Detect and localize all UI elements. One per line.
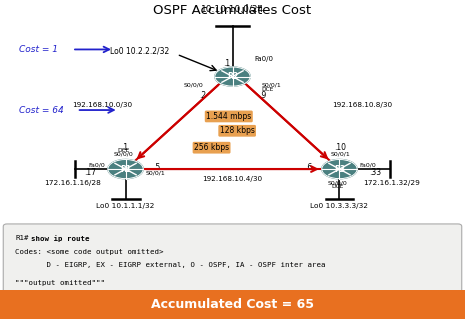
Text: DCE: DCE bbox=[331, 184, 343, 189]
Text: DCE: DCE bbox=[261, 87, 274, 92]
Text: 1.544 mbps: 1.544 mbps bbox=[206, 112, 252, 121]
Text: .1: .1 bbox=[121, 144, 128, 152]
Bar bbox=[0, 290, 465, 319]
Text: O       10.10.10.0/24 [110/65] via 192.168.10.2, 14:27:57, Serial0/0/0: O 10.10.10.0/24 [110/65] via 192.168.10.… bbox=[15, 293, 330, 300]
Text: Lo0 10.1.1.1/32: Lo0 10.1.1.1/32 bbox=[96, 203, 155, 209]
Text: R1#: R1# bbox=[15, 235, 29, 241]
Text: 192.168.10.4/30: 192.168.10.4/30 bbox=[202, 176, 263, 182]
Text: Cost = 1: Cost = 1 bbox=[19, 45, 58, 54]
Text: Fa0/0: Fa0/0 bbox=[89, 162, 106, 167]
Text: Codes: <some code output omitted>: Codes: <some code output omitted> bbox=[15, 249, 164, 255]
Ellipse shape bbox=[322, 160, 357, 179]
Text: R3: R3 bbox=[334, 165, 345, 174]
FancyBboxPatch shape bbox=[3, 224, 462, 319]
Text: .1: .1 bbox=[223, 59, 230, 68]
Text: S0/0/1: S0/0/1 bbox=[146, 170, 165, 175]
Text: DCE: DCE bbox=[117, 148, 129, 153]
Text: Fa0/0: Fa0/0 bbox=[255, 56, 274, 62]
Text: 10.10.10.0/24: 10.10.10.0/24 bbox=[201, 5, 264, 14]
Text: S0/0/1: S0/0/1 bbox=[331, 152, 350, 157]
Text: .5: .5 bbox=[153, 163, 161, 172]
Text: Lo0 10.2.2.2/32: Lo0 10.2.2.2/32 bbox=[111, 47, 170, 56]
Text: .9: .9 bbox=[259, 91, 266, 100]
Text: S0/0/0: S0/0/0 bbox=[327, 180, 347, 185]
Text: D - EIGRP, EX - EIGRP external, O - OSPF, IA - OSPF inter area: D - EIGRP, EX - EIGRP external, O - OSPF… bbox=[15, 262, 326, 268]
Text: .10: .10 bbox=[334, 144, 346, 152]
Text: OSPF Accumulates Cost: OSPF Accumulates Cost bbox=[153, 4, 312, 17]
Text: .6: .6 bbox=[305, 163, 312, 172]
Text: 256 kbps: 256 kbps bbox=[194, 143, 229, 152]
Text: Fa0/0: Fa0/0 bbox=[359, 162, 376, 167]
Text: S0/0/0: S0/0/0 bbox=[113, 152, 133, 157]
Text: Cost = 64: Cost = 64 bbox=[19, 106, 63, 115]
Text: .17: .17 bbox=[84, 168, 96, 177]
Text: R2: R2 bbox=[227, 72, 238, 81]
Ellipse shape bbox=[108, 160, 143, 179]
Text: S0/0/1: S0/0/1 bbox=[261, 82, 281, 87]
Text: 128 kbps: 128 kbps bbox=[219, 126, 255, 135]
Text: 172.16.1.16/28: 172.16.1.16/28 bbox=[45, 180, 101, 186]
Text: .2: .2 bbox=[199, 91, 206, 100]
Text: show ip route: show ip route bbox=[31, 235, 89, 242]
Text: 172.16.1.32/29: 172.16.1.32/29 bbox=[364, 180, 420, 186]
Text: R1: R1 bbox=[120, 165, 131, 174]
Text: 192.168.10.8/30: 192.168.10.8/30 bbox=[332, 102, 392, 108]
Ellipse shape bbox=[215, 67, 250, 86]
Text: Accumulated Cost = 65: Accumulated Cost = 65 bbox=[151, 298, 314, 311]
Text: Lo0 10.3.3.3/32: Lo0 10.3.3.3/32 bbox=[311, 203, 368, 209]
Text: S0/0/0: S0/0/0 bbox=[184, 83, 204, 88]
Text: .33: .33 bbox=[369, 168, 381, 177]
Text: 192.168.10.0/30: 192.168.10.0/30 bbox=[73, 102, 133, 108]
Text: """output omitted""": """output omitted""" bbox=[15, 280, 106, 286]
